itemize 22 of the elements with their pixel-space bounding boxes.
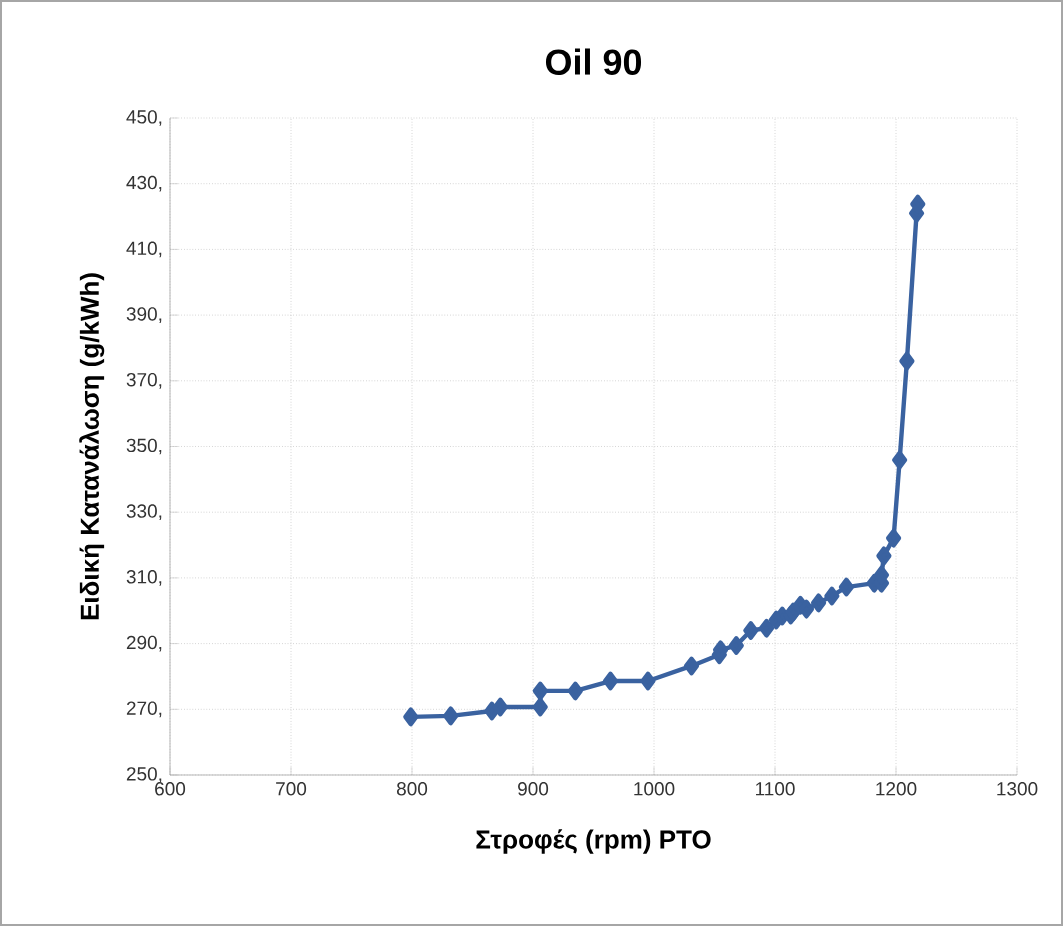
x-tick-label: 700 — [276, 782, 307, 796]
x-tick-label: 1200 — [876, 782, 917, 796]
y-tick-label: 330, — [126, 504, 162, 521]
x-tick-label: 1100 — [756, 782, 795, 796]
y-tick-label: 250, — [126, 767, 162, 783]
y-tick-label: 270, — [126, 701, 162, 718]
y-tick-label: 370, — [126, 372, 162, 389]
y-tick-label: 390, — [126, 307, 162, 323]
y-tick-label: 350, — [126, 438, 162, 455]
y-tick-label: 450, — [126, 110, 162, 126]
chart-title: Oil 90 — [545, 48, 642, 75]
x-tick-label: 900 — [518, 782, 549, 796]
x-tick-label: 800 — [396, 782, 428, 796]
y-tick-label: 290, — [126, 635, 162, 652]
y-tick-label: 310, — [126, 570, 162, 586]
y-tick-label: 410, — [126, 241, 162, 258]
x-axis-title: Στροφές (rpm) PTO — [476, 829, 711, 854]
y-tick-label: 430, — [126, 175, 162, 192]
x-tick-label: 600 — [155, 782, 186, 796]
x-tick-label: 1300 — [997, 782, 1038, 796]
x-tick-label: 1000 — [634, 782, 675, 796]
y-axis-title: Ειδική Κατανάλωση (g/kWh) — [79, 273, 105, 620]
